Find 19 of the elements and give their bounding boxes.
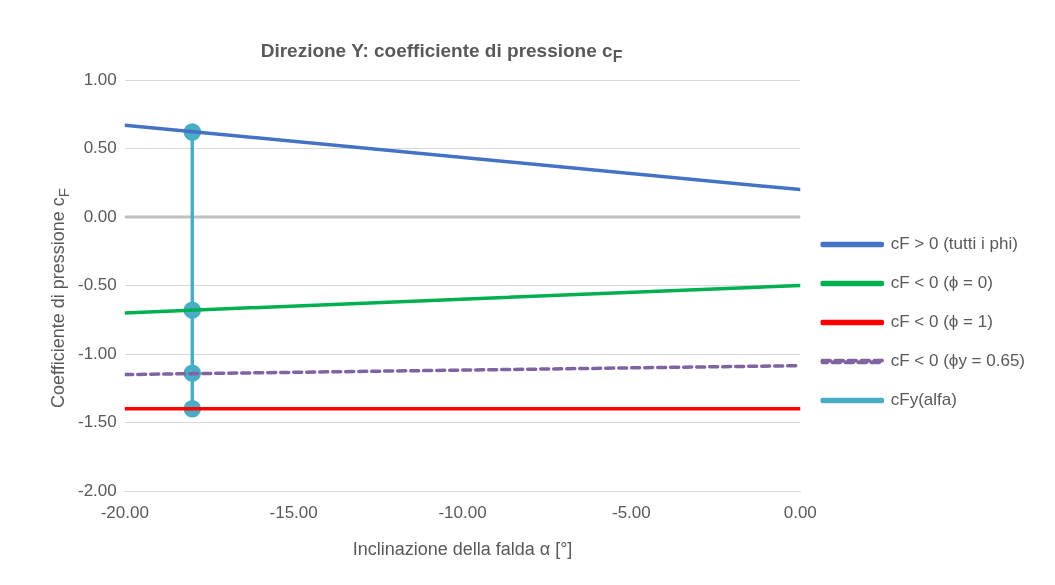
y-tick-label: -0.50 xyxy=(78,275,117,295)
x-tick-label: -10.00 xyxy=(438,502,487,522)
y-tick-label: 0.00 xyxy=(83,206,117,226)
y-tick-label: 0.50 xyxy=(83,138,117,158)
chart-title: Direzione Y: coefficiente di pressione c$_{F}$ xyxy=(259,40,624,66)
legend-label: cF < 0 (ϕ = 1) xyxy=(890,312,993,332)
x-tick-label: -20.00 xyxy=(100,502,149,522)
legend-label: cF < 0 (ϕy = 0.65) xyxy=(890,351,1026,371)
y-tick-label: -2.00 xyxy=(78,480,117,500)
legend-label: cF > 0 (tutti i phi) xyxy=(890,234,1018,254)
x-tick-label: -15.00 xyxy=(269,502,318,522)
y-tick-label: -1.00 xyxy=(78,343,117,363)
y-tick-label: 1.00 xyxy=(83,69,117,89)
legend-label: cFy(alfa) xyxy=(890,390,957,410)
x-tick-label: -5.00 xyxy=(612,502,651,522)
y-tick-label: -1.50 xyxy=(78,412,117,432)
x-tick-label: 0.00 xyxy=(783,502,817,522)
legend-label: cF < 0 (ϕ = 0) xyxy=(890,273,993,293)
x-axis-title: Inclinazione della falda α [°] xyxy=(352,539,573,560)
